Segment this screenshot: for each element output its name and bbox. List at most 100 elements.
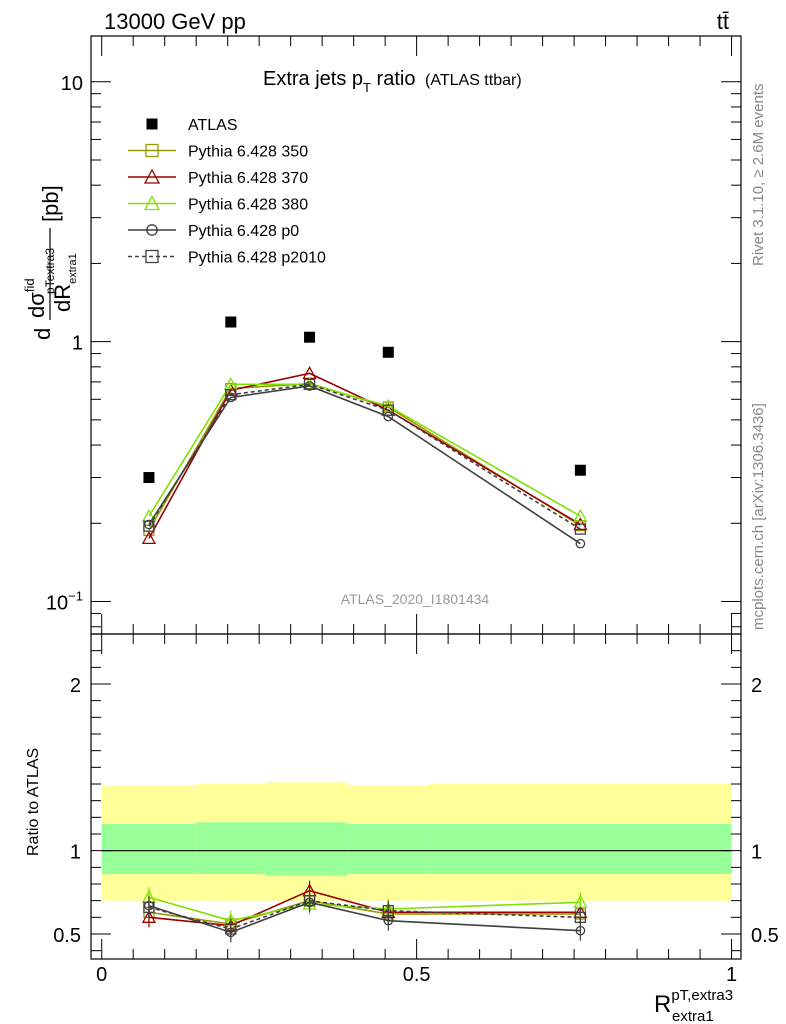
chart-title-main: Extra jets p bbox=[263, 68, 363, 90]
series-line bbox=[148, 383, 581, 517]
header-right: tt̄ bbox=[717, 9, 729, 34]
svg-text:d: d bbox=[30, 328, 55, 340]
xlabel-sub: extra1 bbox=[672, 1008, 714, 1024]
marker-open-square bbox=[225, 923, 237, 935]
marker-open-triangle bbox=[141, 909, 157, 923]
main-ylabel: d dσfid pTextra3 dRextra1 [pb] bbox=[22, 185, 79, 340]
band-green-bin bbox=[429, 824, 732, 874]
legend-entry: Pythia 6.428 p0 bbox=[128, 223, 299, 240]
ratio-series-line bbox=[148, 896, 581, 922]
header-left: 13000 GeV pp bbox=[104, 9, 246, 34]
legend-entry: ATLAS bbox=[146, 117, 238, 134]
chart-title: Extra jets pT ratio (ATLAS ttbar) bbox=[263, 68, 522, 95]
marker-open-square bbox=[225, 389, 237, 401]
main-series-layer bbox=[141, 316, 588, 549]
ratio-axis-ticks: 0.5 0.5 1 1 2 2 0 0.5 1 bbox=[53, 634, 779, 986]
main-ytick-label: 10−1 bbox=[46, 589, 83, 615]
ratio-series-layer bbox=[141, 880, 588, 943]
legend-entry: Pythia 6.428 370 bbox=[128, 168, 308, 187]
marker-open-square bbox=[303, 378, 316, 390]
ratio-ytick-label-right: 0.5 bbox=[751, 925, 779, 947]
band-green-bin bbox=[265, 822, 348, 876]
ratio-ytick-label-left: 0.5 bbox=[53, 925, 81, 947]
ratio-frame bbox=[90, 633, 742, 960]
chart-title-sub: T bbox=[363, 80, 371, 95]
marker-open-square bbox=[145, 249, 159, 264]
chart-title-rest: ratio bbox=[371, 68, 415, 90]
band-green-bin bbox=[101, 824, 197, 874]
marker-open-square bbox=[574, 523, 587, 535]
svg-text:dσfid: dσfid bbox=[22, 278, 49, 318]
ratio-ytick-label-right: 2 bbox=[751, 675, 762, 697]
legend-label: Pythia 6.428 380 bbox=[188, 197, 308, 214]
legend-label: Pythia 6.428 350 bbox=[188, 144, 308, 161]
rivet-label: Rivet 3.1.10, ≥ 2.6M events bbox=[750, 84, 767, 267]
marker-filled-square bbox=[225, 316, 237, 328]
xtick-label: 0.5 bbox=[403, 964, 431, 986]
marker-filled-square bbox=[143, 472, 155, 484]
ratio-ylabel: Ratio to ATLAS bbox=[25, 748, 42, 856]
xlabel: RpT,extra3 bbox=[654, 987, 733, 1018]
xtick-label: 0 bbox=[96, 964, 107, 986]
band-green-bin bbox=[347, 824, 430, 874]
series-pythia-6-428-380 bbox=[141, 376, 588, 522]
marker-open-circle bbox=[225, 392, 236, 403]
marker-open-square bbox=[143, 901, 155, 913]
series-line bbox=[148, 383, 581, 530]
ylabel-unit: [pb] bbox=[38, 185, 63, 222]
legend-entry: Pythia 6.428 350 bbox=[128, 144, 308, 161]
legend-label: Pythia 6.428 p0 bbox=[188, 223, 299, 240]
legend-label: Pythia 6.428 p2010 bbox=[188, 250, 326, 267]
ratio-bands bbox=[101, 782, 732, 901]
ylabel-den-sub: extra1 bbox=[67, 253, 79, 284]
series-line bbox=[148, 382, 581, 531]
svg-text:dRextra1: dRextra1 bbox=[50, 253, 79, 312]
analysis-watermark: ATLAS_2020_I1801434 bbox=[341, 591, 490, 607]
mcplots-label: mcplots.cern.ch [arXiv:1306.3436] bbox=[750, 403, 767, 630]
ratio-ytick-label-left: 2 bbox=[70, 675, 81, 697]
series-line bbox=[148, 385, 581, 545]
marker-open-circle bbox=[383, 411, 394, 422]
ylabel-num: dσ bbox=[24, 292, 49, 318]
ratio-series-pythia-6-428-p2010 bbox=[143, 890, 587, 939]
marker-open-triangle bbox=[573, 508, 588, 522]
marker-open-square bbox=[145, 143, 159, 158]
legend-label: ATLAS bbox=[188, 117, 238, 134]
main-ytick-label: 1 bbox=[72, 333, 83, 355]
series-line bbox=[148, 372, 581, 539]
marker-open-circle bbox=[146, 224, 158, 236]
legend: ATLAS Pythia 6.428 350 Pythia 6.428 370 Pyt… bbox=[128, 117, 326, 267]
marker-open-square bbox=[574, 911, 587, 923]
ytick-exp: −1 bbox=[68, 589, 83, 604]
series-atlas bbox=[143, 316, 586, 484]
ylabel-d: d bbox=[30, 328, 55, 340]
series-pythia-6-428-370 bbox=[141, 366, 588, 545]
marker-open-circle bbox=[575, 538, 586, 549]
series-pythia-6-428-p2010 bbox=[143, 378, 587, 535]
marker-open-square bbox=[382, 404, 394, 416]
series-pythia-6-428-p0 bbox=[144, 381, 586, 549]
chart-title-note: (ATLAS ttbar) bbox=[425, 72, 522, 89]
ylabel-num-sup: fid bbox=[22, 278, 37, 292]
main-ytick-label: 10 bbox=[61, 73, 83, 95]
marker-filled-square bbox=[382, 346, 394, 358]
xtick-label: 1 bbox=[726, 964, 737, 986]
marker-open-square bbox=[143, 520, 155, 532]
band-green-bin bbox=[196, 822, 266, 874]
legend-entry: Pythia 6.428 p2010 bbox=[128, 250, 326, 267]
ratio-ytick-label-right: 1 bbox=[751, 842, 762, 864]
xlabel-sup: pT,extra3 bbox=[671, 987, 733, 1004]
marker-filled-square bbox=[304, 331, 316, 343]
marker-filled-square bbox=[574, 464, 586, 476]
marker-filled-square bbox=[146, 118, 158, 130]
series-pythia-6-428-350 bbox=[143, 377, 587, 536]
ytick-base: 10 bbox=[46, 593, 68, 615]
ylabel-den: dR bbox=[50, 284, 75, 312]
legend-label: Pythia 6.428 370 bbox=[188, 170, 308, 187]
marker-open-square bbox=[303, 895, 316, 907]
marker-open-circle bbox=[144, 519, 154, 530]
marker-open-triangle bbox=[141, 531, 157, 545]
marker-open-square bbox=[382, 905, 394, 917]
